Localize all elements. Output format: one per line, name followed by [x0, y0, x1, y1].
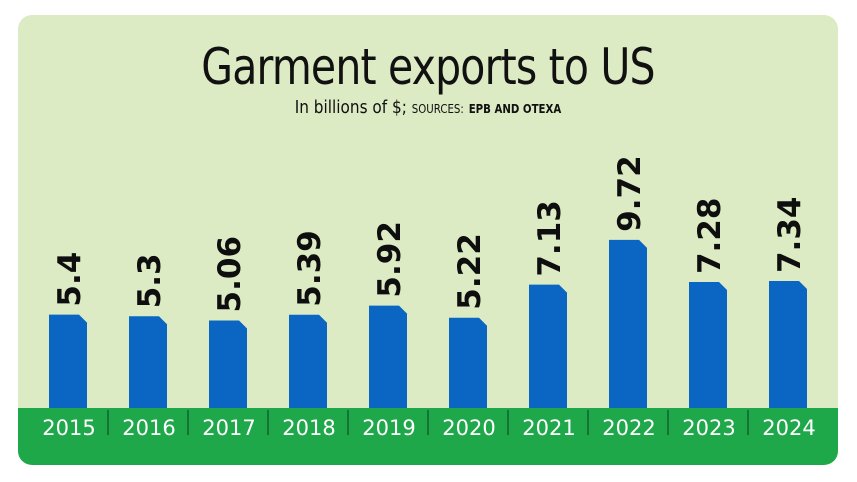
subtitle-sources: EPB AND OTEXA: [468, 102, 562, 116]
value-label-2023: 7.28: [692, 198, 728, 275]
year-label-2018: 2018: [282, 416, 335, 440]
chart-subtitle: In billions of $; SOURCES: EPB AND OTEXA: [80, 97, 777, 118]
chart-title: Garment exports to US: [201, 38, 655, 96]
year-label-2016: 2016: [122, 416, 175, 440]
value-label-2016: 5.3: [132, 253, 168, 308]
year-label-2017: 2017: [202, 416, 255, 440]
bar-2023: [689, 282, 727, 408]
year-label-2019: 2019: [362, 416, 415, 440]
value-label-2020: 5.22: [452, 233, 488, 310]
bar-2019: [369, 305, 407, 408]
value-label-2015: 5.4: [52, 252, 88, 307]
bar-2022: [609, 239, 647, 408]
year-label-2024: 2024: [762, 416, 815, 440]
subtitle-units: In billions of $;: [294, 97, 407, 118]
bar-2021: [529, 284, 567, 408]
value-label-2017: 5.06: [212, 236, 248, 313]
value-label-2021: 7.13: [532, 200, 568, 277]
bar-plot: 5.4 2015 5.3 2016 5.06 2017 5.39 2018 5.92 2019 5.…: [42, 155, 815, 440]
year-label-2021: 2021: [522, 416, 575, 440]
value-label-2024: 7.34: [772, 197, 808, 274]
bar-2017: [209, 320, 247, 408]
bar-2020: [449, 317, 487, 408]
year-label-2022: 2022: [602, 416, 655, 440]
bar-2018: [289, 314, 327, 408]
chart-card: Garment exports to US In billions of $; …: [18, 15, 838, 465]
subtitle-sources-label: SOURCES:: [411, 102, 464, 116]
bar-2015: [49, 314, 87, 408]
year-label-2015: 2015: [42, 416, 95, 440]
value-label-2019: 5.92: [372, 221, 408, 298]
year-label-2023: 2023: [682, 416, 735, 440]
value-label-2022: 9.72: [612, 155, 648, 232]
bar-2016: [129, 316, 167, 408]
bar-2024: [769, 281, 807, 408]
year-label-2020: 2020: [442, 416, 495, 440]
value-label-2018: 5.39: [292, 230, 328, 307]
